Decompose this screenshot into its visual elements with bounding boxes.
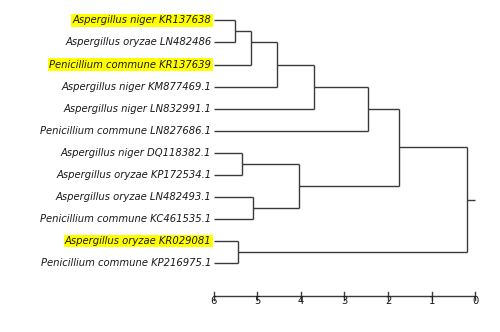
Text: Aspergillus oryzae KR029081: Aspergillus oryzae KR029081 (64, 236, 212, 246)
Text: 6: 6 (210, 296, 216, 306)
Text: Penicillium commune KC461535.1: Penicillium commune KC461535.1 (40, 214, 212, 224)
Text: Aspergillus oryzae LN482493.1: Aspergillus oryzae LN482493.1 (56, 192, 212, 202)
Text: Aspergillus niger KM877469.1: Aspergillus niger KM877469.1 (62, 82, 212, 92)
Text: Aspergillus niger KR137638: Aspergillus niger KR137638 (72, 15, 212, 26)
Text: Aspergillus oryzae LN482486: Aspergillus oryzae LN482486 (65, 38, 212, 47)
Text: Penicillium commune KR137639: Penicillium commune KR137639 (50, 59, 211, 69)
Text: 5: 5 (254, 296, 260, 306)
Text: 0: 0 (472, 296, 478, 306)
Text: 2: 2 (385, 296, 392, 306)
Text: 1: 1 (428, 296, 435, 306)
Text: Aspergillus oryzae KP172534.1: Aspergillus oryzae KP172534.1 (56, 170, 212, 180)
Text: 4: 4 (298, 296, 304, 306)
Text: Penicillium commune LN827686.1: Penicillium commune LN827686.1 (40, 126, 211, 136)
Text: 3: 3 (342, 296, 347, 306)
Text: Penicillium commune KP216975.1: Penicillium commune KP216975.1 (41, 258, 211, 268)
Text: Aspergillus niger LN832991.1: Aspergillus niger LN832991.1 (64, 104, 212, 114)
Text: Aspergillus niger DQ118382.1: Aspergillus niger DQ118382.1 (61, 148, 212, 158)
